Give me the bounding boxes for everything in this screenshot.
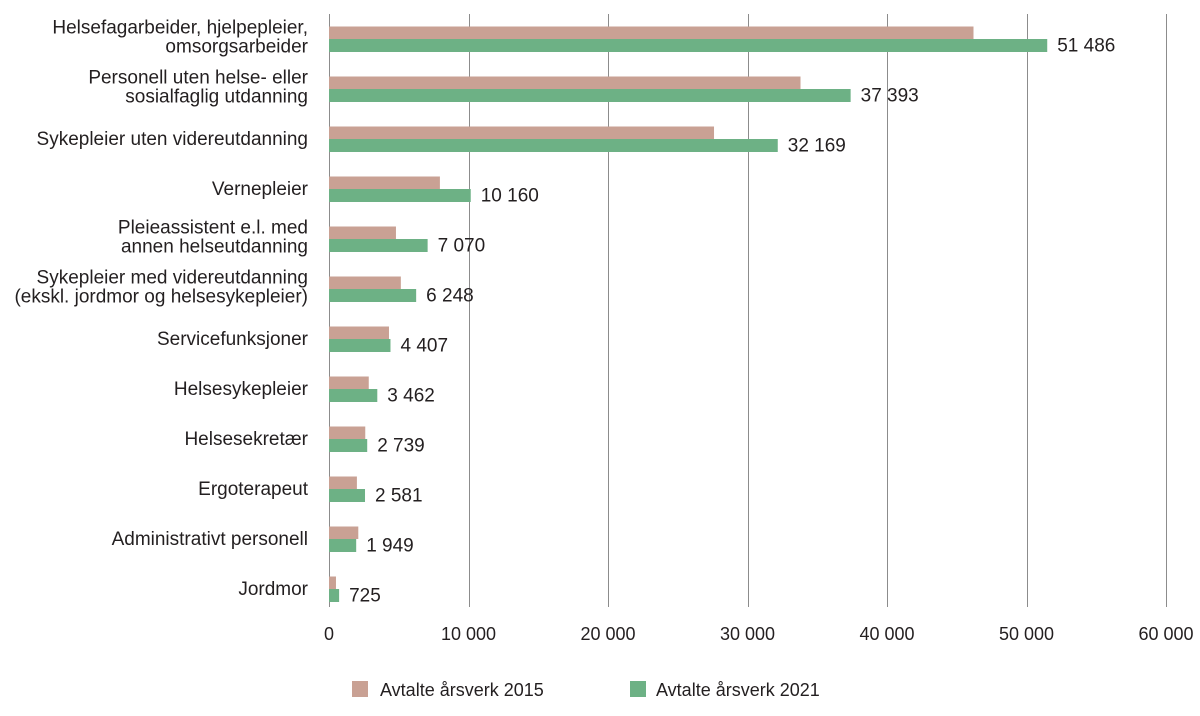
bar-2015-row-9 bbox=[329, 426, 366, 439]
category-label: Servicefunksjoner bbox=[157, 329, 309, 350]
bar-2015-row-1 bbox=[329, 26, 974, 39]
bar-2015-row-11 bbox=[329, 526, 359, 539]
gridlines bbox=[329, 14, 1167, 607]
bar-2021-row-2 bbox=[329, 89, 851, 102]
category-label: Administrativt personell bbox=[112, 529, 308, 550]
bars bbox=[329, 26, 1048, 602]
bar-2021-row-10 bbox=[329, 489, 366, 502]
data-label-2021-row-3: 32 169 bbox=[788, 135, 846, 156]
bar-2015-row-7 bbox=[329, 326, 389, 339]
bar-2015-row-10 bbox=[329, 476, 357, 489]
x-tick-label: 0 bbox=[324, 624, 334, 644]
bar-2021-row-5 bbox=[329, 239, 428, 252]
bar-2015-row-12 bbox=[329, 576, 336, 589]
bar-2021-row-3 bbox=[329, 139, 778, 152]
bar-2021-row-7 bbox=[329, 339, 391, 352]
legend-label-2021: Avtalte årsverk 2021 bbox=[656, 680, 820, 700]
bar-2021-row-1 bbox=[329, 39, 1048, 52]
legend-label-2015: Avtalte årsverk 2015 bbox=[380, 680, 544, 700]
data-label-2021-row-6: 6 248 bbox=[426, 285, 474, 306]
legend-swatch-2015 bbox=[352, 681, 368, 697]
x-tick-label: 10 000 bbox=[441, 624, 496, 644]
data-label-2021-row-5: 7 070 bbox=[438, 235, 486, 256]
bar-2021-row-12 bbox=[329, 589, 340, 602]
category-label: Helsesekretær bbox=[184, 429, 308, 450]
bar-2015-row-3 bbox=[329, 126, 715, 139]
data-label-2021-row-7: 4 407 bbox=[400, 335, 448, 356]
data-label-2021-row-11: 1 949 bbox=[366, 535, 414, 556]
legend-swatch-2021 bbox=[630, 681, 646, 697]
x-tick-label: 20 000 bbox=[580, 624, 635, 644]
bar-2021-row-4 bbox=[329, 189, 471, 202]
category-label: Personell uten helse- eller sosialfaglig … bbox=[88, 67, 308, 107]
x-tick-label: 30 000 bbox=[720, 624, 775, 644]
category-label: Helsesykepleier bbox=[174, 379, 309, 400]
x-tick-label: 40 000 bbox=[859, 624, 914, 644]
category-label: Sykepleier uten videreutdanning bbox=[37, 129, 308, 150]
bar-2015-row-4 bbox=[329, 176, 440, 189]
category-label: Helsefagarbeider, hjelpepleier, omsorgsar… bbox=[52, 17, 308, 57]
bar-2021-row-6 bbox=[329, 289, 417, 302]
bar-2015-row-5 bbox=[329, 226, 396, 239]
bar-2015-row-8 bbox=[329, 376, 369, 389]
x-tick-label: 60 000 bbox=[1138, 624, 1193, 644]
bar-2015-row-6 bbox=[329, 276, 401, 289]
category-label: Jordmor bbox=[238, 579, 308, 600]
legend: Avtalte årsverk 2015 Avtalte årsverk 202… bbox=[352, 680, 820, 700]
data-label-2021-row-12: 725 bbox=[349, 585, 381, 606]
data-labels: 51 486 37 393 32 169 10 160 7 070 6 248 4 407 3… bbox=[349, 35, 1115, 606]
bar-2015-row-2 bbox=[329, 76, 801, 89]
data-label-2021-row-2: 37 393 bbox=[861, 85, 919, 106]
data-label-2021-row-9: 2 739 bbox=[377, 435, 425, 456]
data-label-2021-row-10: 2 581 bbox=[375, 485, 423, 506]
category-label: Sykepleier med videreutdanning (ekskl. jo… bbox=[14, 267, 308, 307]
bar-2021-row-9 bbox=[329, 439, 368, 452]
category-label: Ergoterapeut bbox=[198, 479, 309, 500]
category-axis: Helsefagarbeider, hjelpepleier, omsorgsar… bbox=[14, 17, 308, 600]
category-label: Vernepleier bbox=[212, 179, 309, 200]
x-tick-label: 50 000 bbox=[999, 624, 1054, 644]
data-label-2021-row-8: 3 462 bbox=[387, 385, 435, 406]
data-label-2021-row-4: 10 160 bbox=[481, 185, 539, 206]
value-axis: 0 10 000 20 000 30 000 40 000 50 000 60 000 bbox=[324, 624, 1194, 644]
bar-2021-row-8 bbox=[329, 389, 378, 402]
bar-2021-row-11 bbox=[329, 539, 357, 552]
data-label-2021-row-1: 51 486 bbox=[1057, 35, 1115, 56]
category-label: Pleieassistent e.l. med annen helseutdann… bbox=[118, 217, 308, 257]
